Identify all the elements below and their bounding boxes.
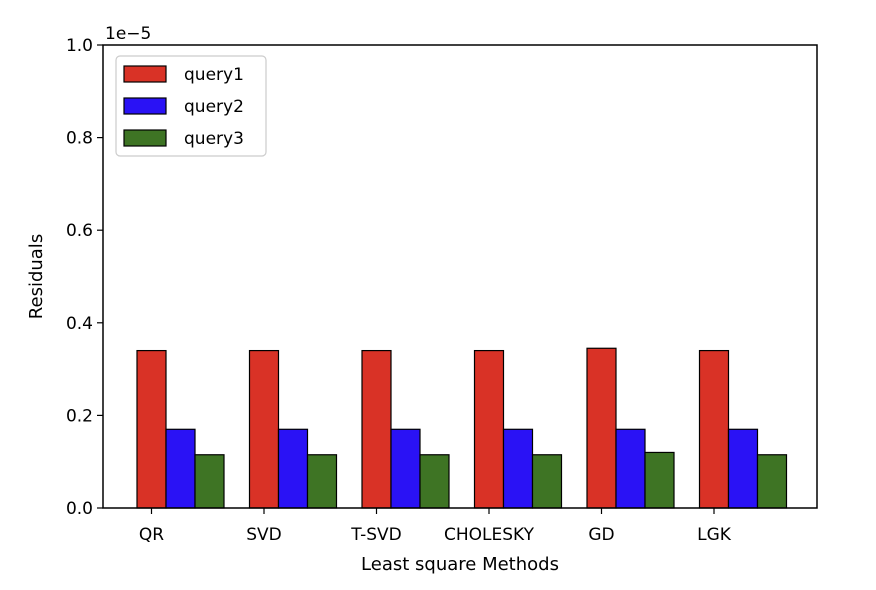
y-axis-label: Residuals [26,234,47,319]
bar-query1-gd [586,347,617,509]
bar-query3-cholesky [531,454,563,509]
y-tick-label: 1.0 [66,36,93,56]
bar-query3-qr [194,454,225,509]
plot-area [102,44,818,509]
x-tick-label: T-SVD [350,525,401,545]
bar-query3-gd [644,451,675,509]
y-offset-label: 1e−5 [105,24,151,44]
bars-group [136,347,788,509]
bar-query2-cholesky [502,428,534,509]
y-tick-label: 0.8 [66,129,93,149]
bar-query1-cholesky [473,349,505,509]
bar-query2-t-svd [390,428,421,509]
x-tick-label: SVD [246,525,282,545]
bar-query3-t-svd [419,454,450,509]
bar-query1-t-svd [361,349,392,509]
x-tick-label: GD [588,525,614,545]
bar-query2-gd [615,428,646,509]
x-tick-label: CHOLESKY [444,525,535,545]
legend-swatch-query3 [123,129,167,147]
bar-query1-qr [136,349,167,509]
y-tick-label: 0.4 [66,314,93,334]
axes-frame [102,44,818,509]
legend: query1 query2 query3 [115,55,267,157]
x-tick-label: QR [139,525,164,545]
y-tick-label: 0.2 [66,406,93,426]
x-tick-label: LGK [697,525,732,545]
legend-swatch-query2 [123,97,167,115]
legend-label-query3: query3 [184,129,244,149]
y-axis: 0.0 0.2 0.4 0.6 0.8 1.0 [66,36,103,519]
legend-swatch-query1 [123,65,167,83]
y-tick-label: 0.0 [66,499,93,519]
bar-query2-qr [165,428,196,509]
bar-query2-svd [277,428,309,509]
y-tick-label: 0.6 [66,221,93,241]
bar-query1-svd [248,349,280,509]
bar-query3-svd [306,454,338,509]
x-axis-label: Least square Methods [361,554,559,575]
x-axis: QR SVD T-SVD CHOLESKY GD LGK [139,508,732,545]
bar-query2-lgk [727,428,759,509]
legend-label-query1: query1 [184,65,244,85]
legend-label-query2: query2 [184,97,244,117]
bar-query3-lgk [756,454,788,509]
bar-query1-lgk [698,349,730,509]
